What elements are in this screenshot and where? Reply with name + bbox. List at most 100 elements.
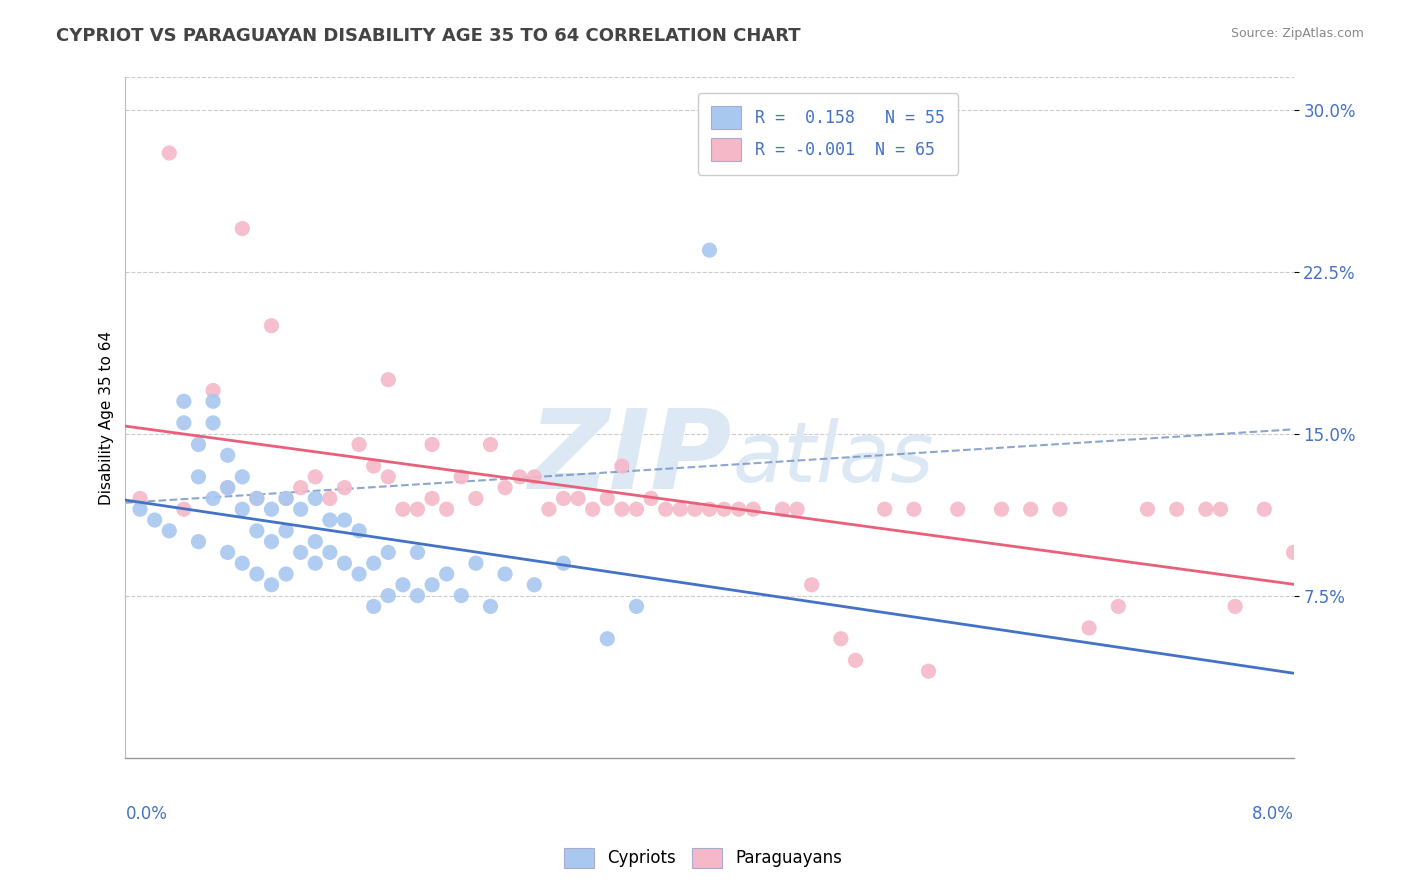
Point [523,470,546,484]
Point [772,502,794,516]
Point [406,589,429,603]
Point [187,470,209,484]
Point [450,470,472,484]
Point [377,373,399,387]
Point [333,481,356,495]
Point [347,437,370,451]
Point [523,578,546,592]
Text: atlas: atlas [733,417,935,499]
Point [319,491,342,506]
Point [699,502,721,516]
Point [377,545,399,559]
Point [246,566,269,581]
Point [1223,599,1246,614]
Point [231,502,253,516]
Point [231,221,253,235]
Point [217,481,239,495]
Point [420,437,443,451]
Point [567,491,589,506]
Text: ZIP: ZIP [529,405,733,512]
Point [420,491,443,506]
Point [1136,502,1159,516]
Point [260,578,283,592]
Point [173,394,195,409]
Point [844,653,866,667]
Point [157,146,180,161]
Point [494,481,516,495]
Point [1107,599,1129,614]
Point [479,437,502,451]
Point [1166,502,1188,516]
Point [304,534,326,549]
Point [1209,502,1232,516]
Point [290,502,312,516]
Point [713,502,735,516]
Point [333,556,356,570]
Point [187,534,209,549]
Point [830,632,852,646]
Point [626,502,648,516]
Legend: Cypriots, Paraguayans: Cypriots, Paraguayans [557,841,849,875]
Point [333,513,356,527]
Point [290,545,312,559]
Point [260,318,283,333]
Point [699,243,721,257]
Point [217,481,239,495]
Point [274,524,297,538]
Point [742,502,765,516]
Point [669,502,692,516]
Point [450,589,472,603]
Point [129,502,152,516]
Point [202,394,225,409]
Point [800,578,823,592]
Point [187,437,209,451]
Point [786,502,808,516]
Point [990,502,1012,516]
Point [640,491,662,506]
Point [436,502,458,516]
Point [479,599,502,614]
Point [319,545,342,559]
Point [610,502,633,516]
Point [304,470,326,484]
Point [173,416,195,430]
Point [727,502,749,516]
Point [553,556,575,570]
Point [582,502,605,516]
Point [274,491,297,506]
Point [392,578,415,592]
Legend: R =  0.158   N = 55, R = -0.001  N = 65: R = 0.158 N = 55, R = -0.001 N = 65 [699,93,957,175]
Point [596,491,619,506]
Point [464,556,486,570]
Point [231,556,253,570]
Point [231,470,253,484]
Point [654,502,676,516]
Point [626,599,648,614]
Point [903,502,925,516]
Text: CYPRIOT VS PARAGUAYAN DISABILITY AGE 35 TO 64 CORRELATION CHART: CYPRIOT VS PARAGUAYAN DISABILITY AGE 35 … [56,27,801,45]
Point [202,416,225,430]
Point [363,458,385,473]
Point [363,599,385,614]
Point [1019,502,1042,516]
Point [129,491,152,506]
Point [420,578,443,592]
Point [202,491,225,506]
Point [1078,621,1101,635]
Point [406,545,429,559]
Point [260,534,283,549]
Text: 8.0%: 8.0% [1251,805,1294,823]
Point [596,632,619,646]
Point [1282,545,1305,559]
Point [683,502,706,516]
Text: 0.0%: 0.0% [125,805,167,823]
Point [202,384,225,398]
Point [1195,502,1218,516]
Y-axis label: Disability Age 35 to 64: Disability Age 35 to 64 [100,330,114,505]
Point [946,502,969,516]
Point [217,448,239,462]
Point [304,491,326,506]
Point [494,566,516,581]
Point [363,556,385,570]
Point [610,458,633,473]
